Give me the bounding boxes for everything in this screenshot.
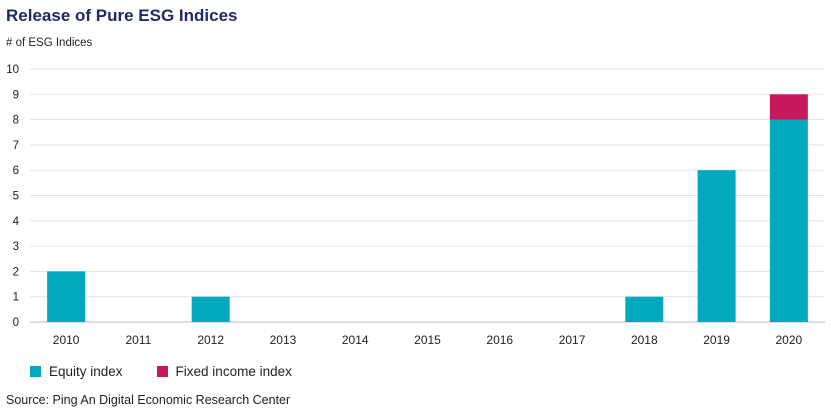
- legend-swatch-equity: [30, 366, 41, 377]
- bar-equity-2020: [769, 119, 808, 322]
- bar-chart: 0 1 2 3 4 5 6 7 8 9 10 2010 2011 2012 2013 2014 2015 2016…: [6, 64, 825, 347]
- bar-equity-2012: [191, 296, 230, 322]
- y-tick-label: 9: [13, 89, 19, 101]
- y-tick-label: 0: [13, 317, 19, 329]
- y-tick-label: 4: [13, 216, 20, 228]
- x-tick-label: 2019: [703, 333, 730, 347]
- x-tick-label: 2016: [486, 333, 513, 347]
- legend: Equity index Fixed income index: [30, 364, 326, 379]
- x-tick-label: 2011: [126, 333, 152, 347]
- bar-equity-2018: [625, 296, 664, 322]
- chart-title: Release of Pure ESG Indices: [6, 6, 238, 25]
- legend-item-equity: Equity index: [30, 364, 123, 379]
- bar-equity-2019: [697, 170, 736, 322]
- bar-equity-2010: [47, 271, 86, 322]
- legend-item-fixed-income: Fixed income index: [156, 364, 292, 379]
- y-tick-label: 7: [13, 140, 19, 152]
- x-tick-label: 2014: [342, 333, 369, 347]
- legend-swatch-fixed-income: [156, 366, 168, 377]
- x-tick-label: 2013: [270, 333, 297, 347]
- x-tick-label: 2010: [53, 333, 80, 347]
- y-tick-label: 2: [13, 266, 19, 278]
- legend-label-equity: Equity index: [49, 364, 123, 379]
- x-tick-label: 2018: [631, 333, 658, 347]
- y-tick-label: 8: [13, 115, 19, 127]
- x-tick-label: 2017: [559, 333, 586, 347]
- y-tick-label: 10: [6, 64, 19, 76]
- source-note: Source: Ping An Digital Economic Researc…: [6, 393, 291, 407]
- y-axis-label: # of ESG Indices: [6, 37, 93, 49]
- y-tick-label: 1: [13, 292, 19, 304]
- y-tick-label: 5: [13, 191, 19, 203]
- bar-fixed-income-2020: [769, 94, 808, 120]
- x-tick-label: 2012: [197, 333, 224, 347]
- legend-label-fixed-income: Fixed income index: [175, 364, 292, 379]
- x-tick-label: 2020: [776, 333, 803, 347]
- y-tick-label: 3: [13, 241, 19, 253]
- x-tick-label: 2015: [414, 333, 441, 347]
- y-tick-label: 6: [13, 165, 19, 177]
